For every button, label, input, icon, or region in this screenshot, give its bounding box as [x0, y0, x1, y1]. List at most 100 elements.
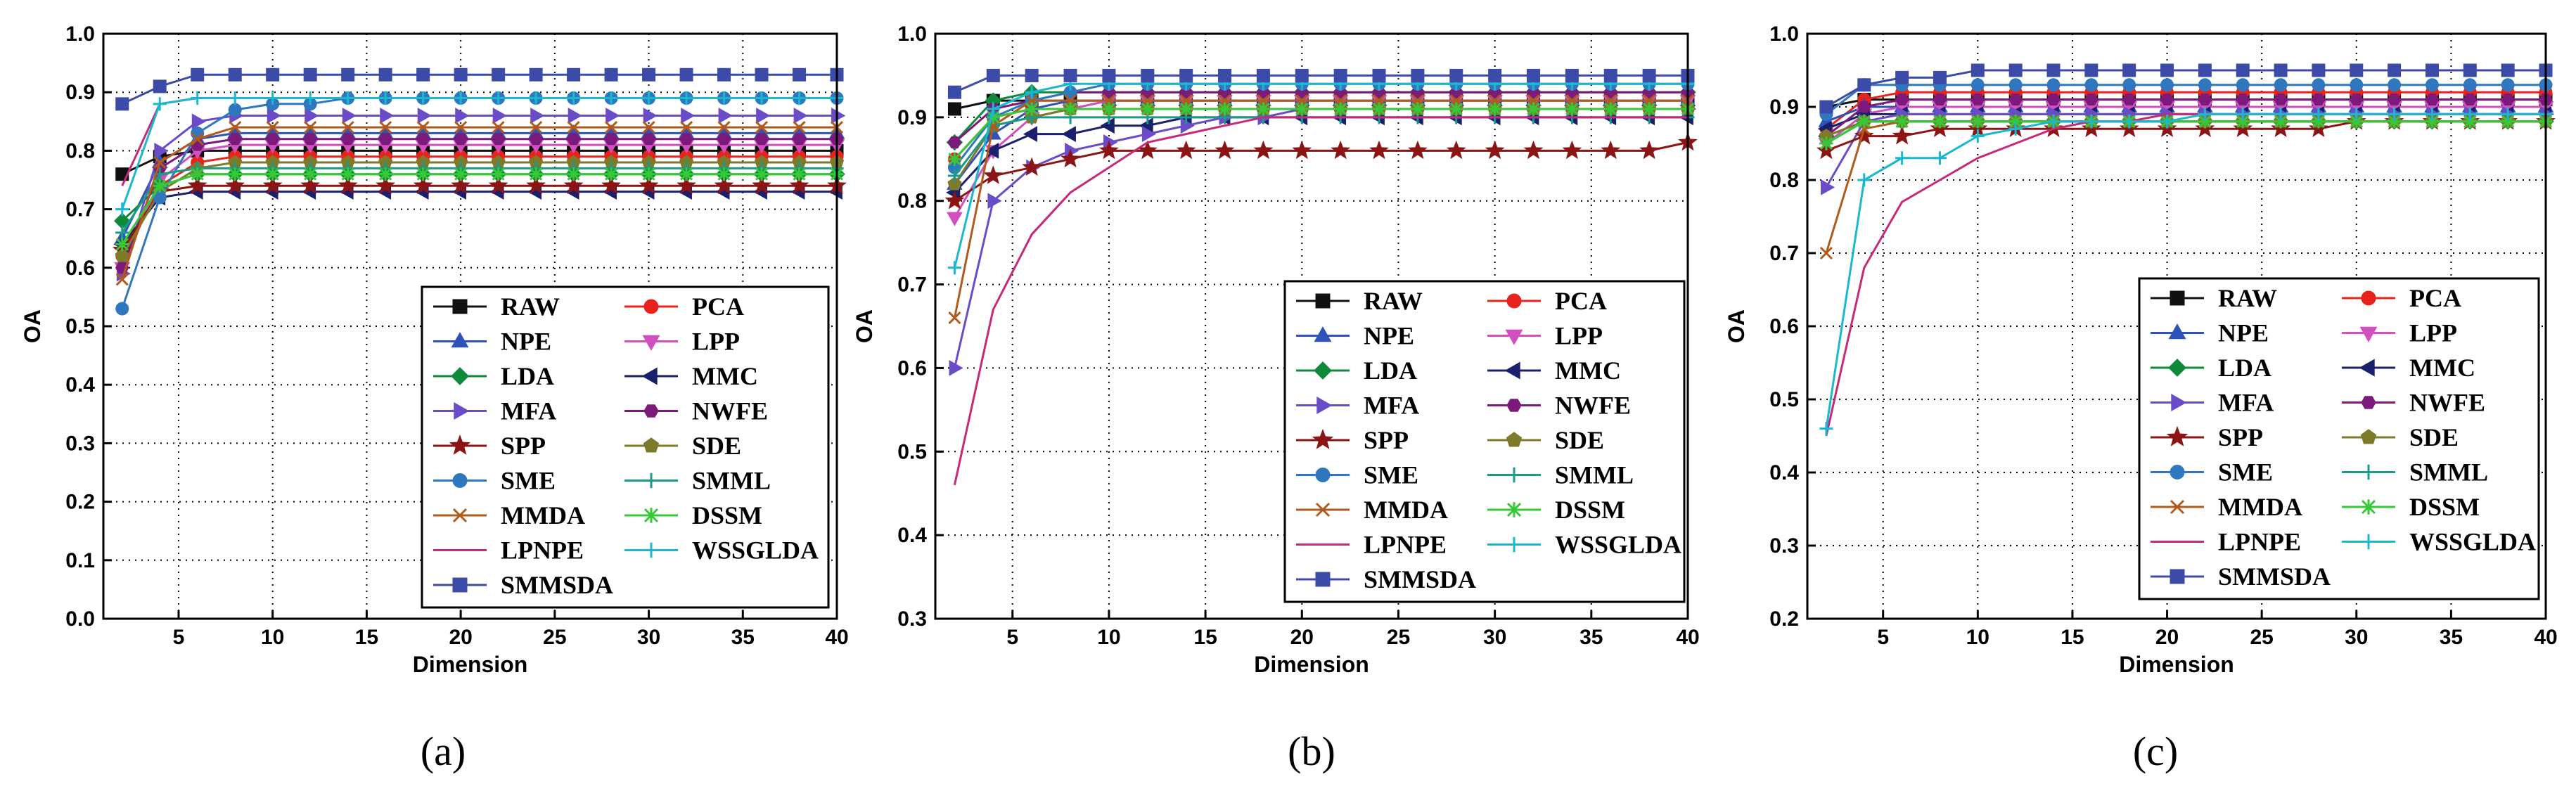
legend-swatch-marker: [643, 404, 659, 418]
data-point-dssm: [1895, 115, 1909, 129]
data-point-mmda: [605, 121, 618, 134]
legend-entry-nwfe: NWFE: [2342, 389, 2485, 417]
data-point-wssglda: [641, 91, 656, 105]
series-dssm: [947, 102, 1695, 166]
data-point-smmsda: [567, 67, 581, 82]
data-point-nwfe: [2425, 94, 2440, 106]
legend-entry-sde: SDE: [624, 432, 741, 460]
legend-swatch-marker: [2361, 499, 2376, 515]
data-point-nwfe: [416, 133, 430, 146]
legend-swatch-marker: [1316, 397, 1333, 414]
data-point-sme: [2388, 78, 2402, 92]
data-point-nwfe: [755, 133, 769, 146]
data-point-dssm: [1063, 102, 1077, 116]
x-tick-label: 20: [449, 626, 472, 649]
y-axis-label: OA: [1724, 309, 1749, 343]
data-point-sde: [947, 176, 962, 191]
data-point-nwfe: [1857, 101, 1871, 113]
legend-entry-mmda: MMDA: [2151, 493, 2302, 521]
series-line-lpp: [121, 143, 837, 269]
data-point-dssm: [378, 167, 392, 181]
legend-swatch-marker: [643, 299, 659, 314]
series-pca: [1819, 85, 2553, 136]
legend-entry-lda: LDA: [1296, 356, 1417, 385]
data-point-dssm: [1217, 102, 1232, 116]
data-point-dssm: [755, 167, 769, 181]
data-point-dssm: [1488, 102, 1502, 116]
data-point-dssm: [2463, 115, 2477, 129]
data-point-sme: [2160, 78, 2174, 92]
data-point-mmda: [530, 121, 543, 134]
data-point-wssglda: [115, 202, 129, 217]
data-point-smml: [115, 226, 129, 240]
data-point-mmda: [115, 273, 129, 286]
legend-label: MMC: [1555, 356, 1621, 385]
series-line-spp: [954, 141, 1689, 202]
data-point-mmda: [153, 155, 167, 169]
legend-entry-mfa: MFA: [1296, 392, 1419, 420]
data-point-spp: [563, 175, 584, 195]
data-point-nwfe: [303, 133, 317, 146]
data-point-spp: [1446, 140, 1466, 160]
data-point-dssm: [191, 167, 205, 181]
data-point-spp: [714, 175, 734, 195]
legend-label: NWFE: [2409, 389, 2485, 417]
legend-swatch-marker: [2166, 426, 2189, 446]
series-line-pca: [121, 155, 837, 257]
data-point-spp: [1098, 140, 1119, 160]
legend-label: LPP: [2409, 319, 2457, 347]
series-wssglda: [947, 77, 1695, 275]
y-tick-label: 0.0: [65, 607, 95, 631]
data-point-wssglda: [679, 91, 693, 105]
legend-entry-mmda: MMDA: [433, 501, 585, 529]
legend-swatch-marker: [451, 367, 469, 385]
series-mmda: [115, 121, 844, 286]
x-tick-label: 25: [1387, 626, 1410, 649]
legend-entry-lda: LDA: [2151, 354, 2271, 382]
data-point-nwfe: [378, 133, 392, 146]
legend-entry-mmc: MMC: [1487, 356, 1621, 385]
legend-box: [1283, 280, 1686, 603]
data-point-smmsda: [529, 67, 543, 82]
y-tick-label: 0.8: [897, 190, 927, 213]
legend-entry-mmda: MMDA: [1296, 496, 1448, 524]
data-point-mmda: [717, 121, 731, 134]
data-point-dssm: [1933, 115, 1947, 129]
legend-label: SPP: [2218, 423, 2263, 451]
data-point-sme: [115, 302, 129, 316]
data-point-smmsda: [2008, 63, 2023, 77]
legend-box: [2138, 277, 2540, 600]
legend-swatch-marker: [1505, 329, 1523, 345]
data-point-smmsda: [1411, 68, 1425, 82]
legend-entry-wssglda: WSSGLDA: [2342, 528, 2536, 556]
legend-swatch-marker: [449, 435, 471, 455]
data-point-dssm: [266, 167, 280, 181]
data-point-nwfe: [2463, 94, 2478, 106]
data-point-sme: [1971, 78, 1985, 92]
data-point-spp: [300, 175, 321, 195]
legend-entry-sde: SDE: [1487, 426, 1604, 454]
legend-entry-dssm: DSSM: [2342, 493, 2480, 521]
legend-swatch-marker: [1506, 432, 1523, 447]
legend-label: WSSGLDA: [2409, 528, 2536, 556]
chart-panel-2: 5 10 15 20 25 30 35 40 0.3 0.4 0.5 0.6 0.7 0.8 0.9 1.0 D…: [852, 22, 1700, 774]
legend-entry-wssglda: WSSGLDA: [624, 536, 819, 565]
data-point-smmsda: [2501, 63, 2515, 77]
series-wssglda: [115, 91, 844, 217]
data-point-mfa: [305, 108, 319, 124]
data-point-wssglda: [266, 91, 280, 105]
y-tick-label: 0.7: [897, 273, 927, 297]
data-point-mfa: [342, 108, 357, 124]
legend-label: MFA: [1364, 392, 1419, 420]
legend-swatch-marker: [2168, 359, 2186, 377]
data-point-mmc: [985, 143, 999, 159]
data-point-wssglda: [492, 91, 506, 105]
legend-label: SMMSDA: [501, 571, 613, 599]
data-point-spp: [225, 175, 245, 195]
series-line-mmc: [121, 191, 837, 245]
data-point-nwfe: [529, 133, 543, 146]
data-point-mmda: [341, 121, 354, 134]
legend-entry-mfa: MFA: [433, 397, 556, 425]
legend-entry-sme: SME: [433, 467, 556, 495]
data-point-spp: [413, 175, 433, 195]
